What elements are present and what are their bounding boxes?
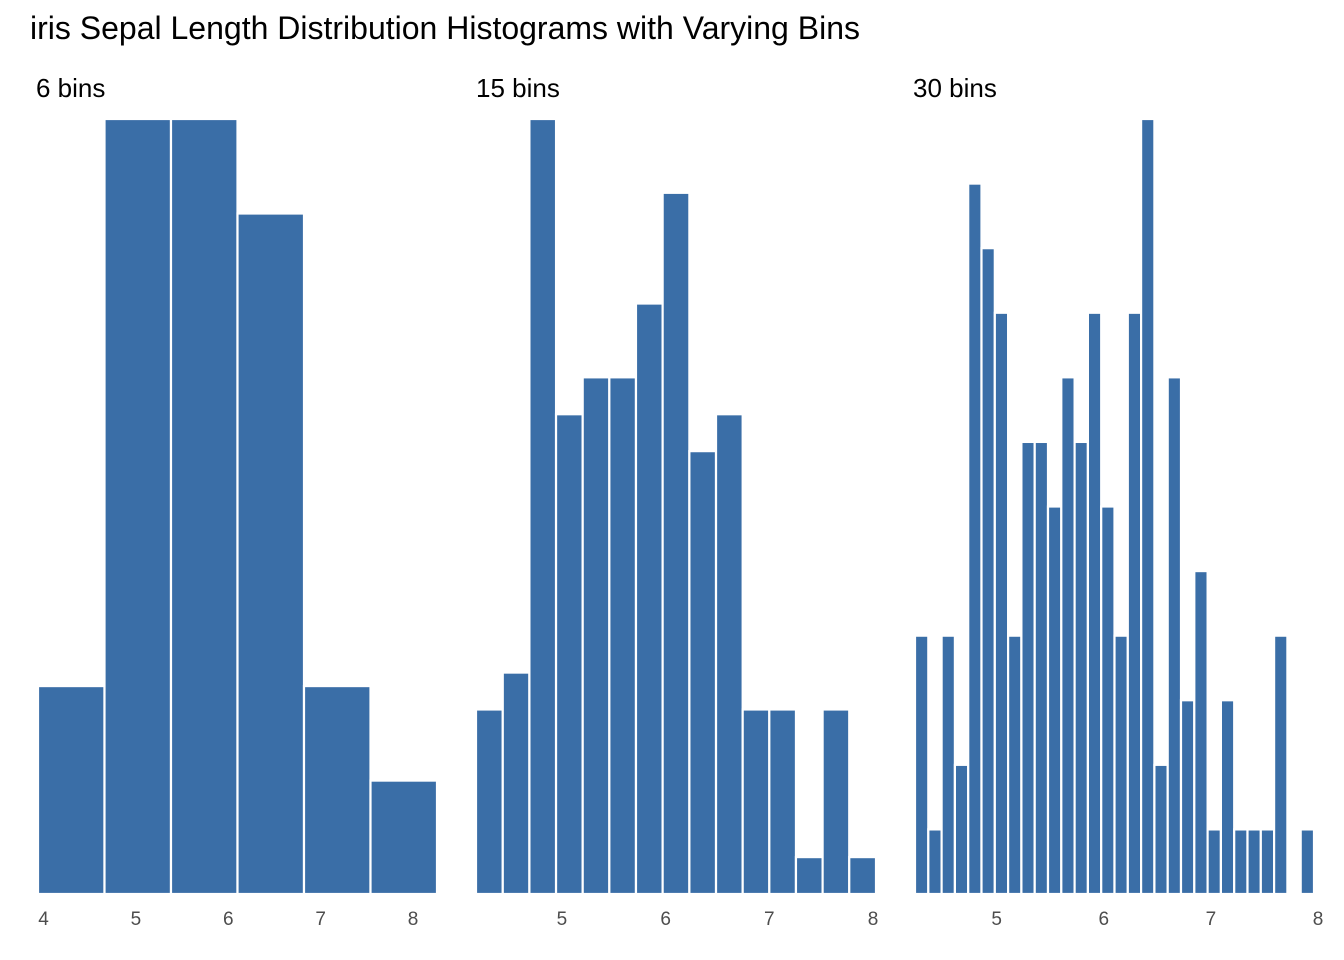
histogram-bar [714,413,744,896]
histogram-bar [1126,311,1143,896]
histogram-bar [967,182,983,896]
histogram-bar [1139,117,1156,896]
panel-title: 6 bins [36,73,105,103]
histogram-bar [927,828,943,896]
histogram-bar [913,634,930,896]
histogram-bar [1020,440,1036,896]
histogram-panel: 30 bins 5 6 7 8 [913,73,1323,930]
histogram-bar [1073,440,1089,896]
histogram-bar [940,634,956,896]
histogram-bar [236,212,306,896]
histogram-bar [1272,634,1289,896]
histogram-bar [741,708,771,896]
histogram-bar [608,376,638,896]
histogram-bar [661,191,691,896]
histogram-bar [821,708,851,896]
x-tick-label: 5 [131,909,142,930]
histogram-bar [1166,376,1183,896]
histogram-bar [581,376,611,896]
histogram-bar [1006,634,1023,896]
panel-title: 15 bins [476,73,560,103]
histogram-bar [554,413,584,896]
histogram-bar [1193,569,1209,896]
histogram-bar [768,708,798,896]
histogram-bar [103,117,173,896]
x-tick-label: 5 [557,909,568,930]
histogram-bar [1246,828,1262,896]
histogram-bar [302,684,372,896]
histogram-bar [528,117,558,896]
histogram-bar [634,302,664,896]
x-tick-label: 8 [1313,909,1324,930]
histogram-bar [848,855,878,896]
histogram-bar [1033,440,1050,896]
histogram-bar [1100,505,1116,896]
histogram-bar [688,450,718,896]
histogram-panel: 15 bins 5 6 7 8 [474,73,879,930]
x-tick-label: 6 [660,909,671,930]
histogram-bar [1219,699,1236,896]
histogram-bar [1179,699,1196,896]
histogram-bar [1153,763,1169,896]
x-tick-label: 7 [1206,909,1217,930]
chart-title: iris Sepal Length Distribution Histogram… [30,10,860,46]
x-tick-label: 6 [223,909,234,930]
histogram-bar [474,708,504,896]
histogram-bar [169,117,239,896]
histogram-bar [1113,634,1129,896]
histogram-bar [369,779,439,896]
histogram-bar [1206,828,1222,896]
histogram-bar [501,671,531,896]
x-tick-label: 7 [315,909,326,930]
x-tick-label: 8 [408,909,419,930]
x-tick-label: 8 [868,909,879,930]
histogram-bar [1086,311,1103,896]
histogram-panel: 6 bins 4 5 6 7 8 [36,73,439,930]
histogram-bar [1299,828,1316,896]
histogram-bar [36,684,106,896]
histogram-bar [1046,505,1063,896]
histogram-bar [794,855,824,896]
panel-title: 30 bins [913,73,997,103]
histogram-bar [980,247,996,896]
x-tick-label: 5 [991,909,1002,930]
histogram-bar [953,763,970,896]
x-tick-label: 6 [1099,909,1110,930]
histogram-bar [1259,828,1276,896]
x-tick-label: 4 [38,909,49,930]
histogram-bar [993,311,1010,896]
histogram-bar [1233,828,1249,896]
histogram-bar [1060,376,1076,896]
x-tick-label: 7 [764,909,775,930]
